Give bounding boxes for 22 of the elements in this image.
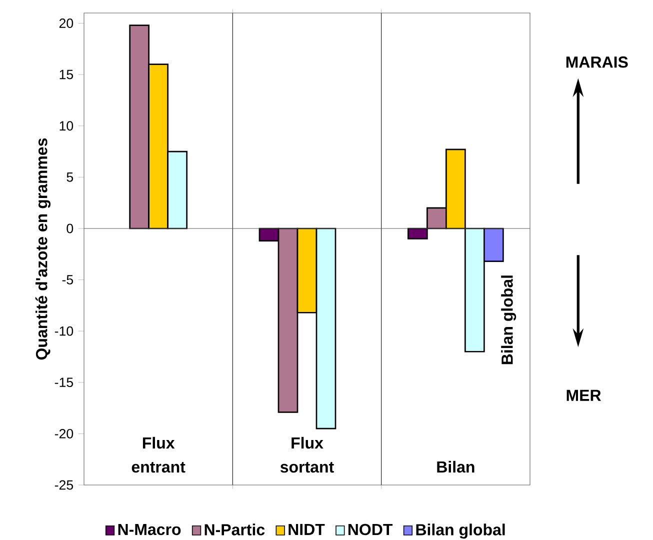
y-tick-label: -15	[54, 378, 74, 388]
legend-label: Bilan global	[416, 524, 505, 539]
legend-label: N-Partic	[204, 524, 265, 536]
y-tick-label: 15	[60, 70, 74, 80]
y-tick-label: -25	[54, 480, 74, 490]
y-tick-label: 5	[66, 172, 74, 182]
text: MARAIS	[566, 56, 628, 68]
legend-label: NIDT	[288, 524, 325, 535]
x-tick-label: Flux sortant	[280, 436, 334, 473]
legend-label: NODT	[348, 524, 393, 536]
x-tick-label: Flux entrant	[132, 436, 186, 473]
y-tick-label: -20	[54, 428, 74, 438]
y-axis-title: Quantité d'azote en grammes	[35, 138, 51, 360]
annotation: Bilan global	[501, 276, 516, 364]
y-tick-label: 0	[66, 224, 74, 234]
y-tick-label: 20	[59, 18, 74, 28]
y-tick-label: -10	[54, 326, 74, 336]
y-tick-label: 10	[60, 121, 74, 131]
legend-label: N-Macro	[118, 524, 181, 536]
y-tick-label: -5	[62, 275, 74, 284]
x-tick-label: Bilan	[437, 460, 474, 473]
text: MER	[566, 390, 601, 401]
